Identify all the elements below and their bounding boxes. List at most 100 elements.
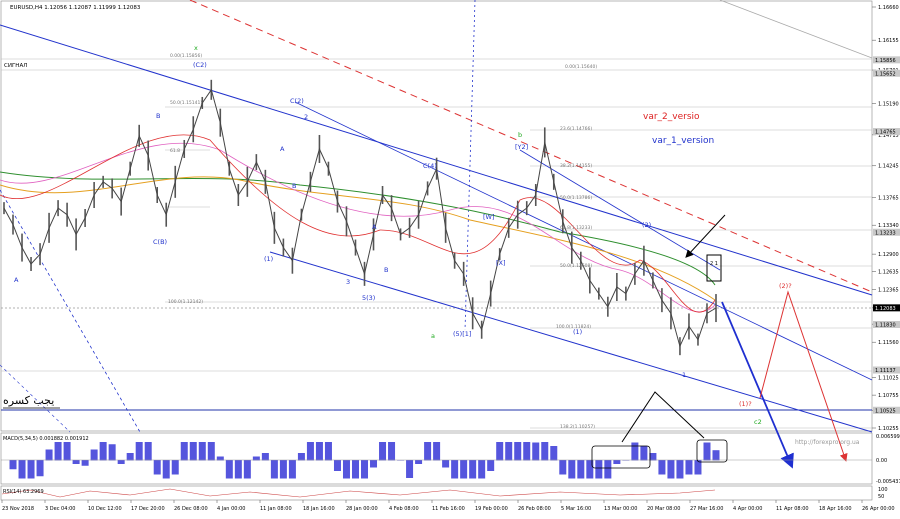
wave-label: (2)? — [779, 282, 792, 290]
arabic-note: یجب کسره — [3, 394, 54, 407]
macd-bar — [135, 442, 143, 461]
macd-tick-label: -0.005437 — [876, 479, 900, 485]
fib-label: 100.0(1.12142) — [168, 299, 203, 305]
macd-bar — [63, 442, 71, 461]
price-highlight-box — [873, 406, 900, 414]
time-tick-label: 4 Apr 00:00 — [733, 506, 762, 512]
fib-label: 61.8 — [170, 148, 180, 154]
wave-label: [X] — [496, 259, 506, 267]
price-highlight-label: 1.12083 — [875, 306, 896, 312]
fib-label: 50.0(1.15141) — [170, 100, 202, 106]
price-highlight-label: 1.15856 — [875, 58, 896, 64]
fib-label: 50.0(1.12608) — [560, 263, 592, 269]
macd-bar — [297, 453, 305, 461]
time-tick-label: 5 Mar 16:00 — [561, 506, 591, 512]
price-tick-label: 1.13765 — [878, 195, 899, 201]
price-tick-label: 1.10755 — [878, 393, 899, 399]
time-tick-label: 27 Mar 16:00 — [690, 506, 723, 512]
price-tick-label: 1.10255 — [878, 426, 899, 432]
macd-bar — [451, 460, 459, 479]
price-highlight-label: 1.10525 — [875, 408, 896, 414]
wave-label: (2) — [642, 221, 651, 229]
price-highlight-label: 1.13233 — [875, 230, 896, 236]
wave-label: c2 — [754, 418, 762, 426]
macd-bar — [189, 442, 197, 461]
macd-bar — [640, 446, 648, 461]
price-highlight-label: 1.11830 — [875, 322, 896, 328]
price-tick-label: 1.12635 — [878, 270, 899, 276]
time-tick-label: 20 Mar 08:00 — [647, 506, 680, 512]
macd-box-1 — [591, 445, 651, 469]
macd-bar — [424, 442, 432, 461]
wave-label: A — [372, 223, 377, 231]
time-tick-label: 28 Jan 00:00 — [346, 506, 378, 512]
fib-label: 0.00(1.15856) — [170, 53, 202, 59]
macd-bar — [379, 442, 387, 461]
macd-bar — [703, 442, 711, 461]
fib-label: 138.2(1.10257) — [560, 424, 595, 430]
macd-bar — [270, 460, 278, 479]
price-tick-label: 1.11560 — [878, 340, 899, 346]
price-tick-label: 1.15190 — [878, 102, 899, 108]
wave-label: (C2) — [193, 61, 207, 69]
macd-bar — [243, 460, 251, 479]
macd-bar — [433, 442, 441, 461]
price-tick-label: 1.14245 — [878, 164, 899, 170]
price-highlight-label: 1.15652 — [875, 71, 896, 77]
price-highlight-label: 1.11137 — [875, 368, 896, 374]
macd-bar — [649, 453, 657, 461]
time-tick-label: 23 Nov 2018 — [2, 506, 34, 512]
time-tick-label: 13 Mar 00:00 — [604, 506, 637, 512]
macd-bar — [586, 460, 594, 479]
macd-bar — [54, 442, 62, 461]
macd-bar — [27, 460, 35, 479]
time-tick-label: 17 Dec 20:00 — [131, 506, 165, 512]
price-highlight-box — [873, 366, 900, 374]
macd-bar — [496, 442, 504, 461]
price-highlight-box — [873, 320, 900, 328]
macd-box-2 — [696, 439, 728, 463]
wave-label: 3 — [346, 278, 350, 286]
price-tick-label: 1.16660 — [878, 5, 899, 11]
macd-bar — [658, 460, 666, 475]
wave-label: b — [518, 131, 522, 139]
macd-bar — [550, 446, 558, 461]
macd-bar — [478, 460, 486, 479]
price-highlight-box — [873, 56, 900, 64]
time-tick-label: 11 Jan 08:00 — [260, 506, 292, 512]
macd-bar — [18, 460, 26, 479]
price-panel — [0, 0, 873, 432]
macd-bar — [81, 460, 89, 466]
moving-averages — [0, 134, 716, 313]
time-tick-label: 4 Feb 08:00 — [389, 506, 419, 512]
var-2-label: var_2_versio — [643, 112, 700, 122]
macd-bar — [153, 460, 161, 475]
macd-axis: 0.006599 0.00 -0.005437 — [876, 434, 900, 485]
wave-label: [W] — [483, 213, 495, 221]
wave-label: (5)[1] — [453, 330, 471, 338]
macd-tick-label: 0.006599 — [876, 434, 900, 440]
macd-bar — [252, 456, 260, 461]
macd-bar — [180, 442, 188, 461]
macd-tick-label: 0.00 — [876, 458, 887, 464]
time-tick-label: 11 Feb 16:00 — [432, 506, 465, 512]
wave-label: B — [156, 112, 160, 120]
time-tick-label: 26 Dec 08:00 — [174, 506, 208, 512]
price-tick-label: 1.12365 — [878, 287, 899, 293]
wave-label: (1) — [573, 328, 582, 336]
wave-label: (1)? — [739, 400, 752, 408]
watermark: http://forexpro.org.ua — [795, 439, 860, 446]
macd-bar — [279, 460, 287, 479]
wave-label: x — [194, 44, 198, 52]
price-line — [3, 88, 717, 348]
macd-bar — [685, 460, 693, 475]
macd-bar — [694, 460, 702, 475]
time-tick-label: 3 Dec 04:00 — [45, 506, 75, 512]
rsi-label: RSI(14) 63.2969 — [3, 489, 44, 495]
macd-bar — [207, 442, 215, 461]
price-tick-label: 1.12900 — [878, 252, 899, 258]
wave-label: 5(3) — [362, 294, 375, 302]
macd-bar — [487, 460, 495, 471]
wave-label: a — [431, 332, 435, 340]
macd-bar — [306, 442, 314, 461]
